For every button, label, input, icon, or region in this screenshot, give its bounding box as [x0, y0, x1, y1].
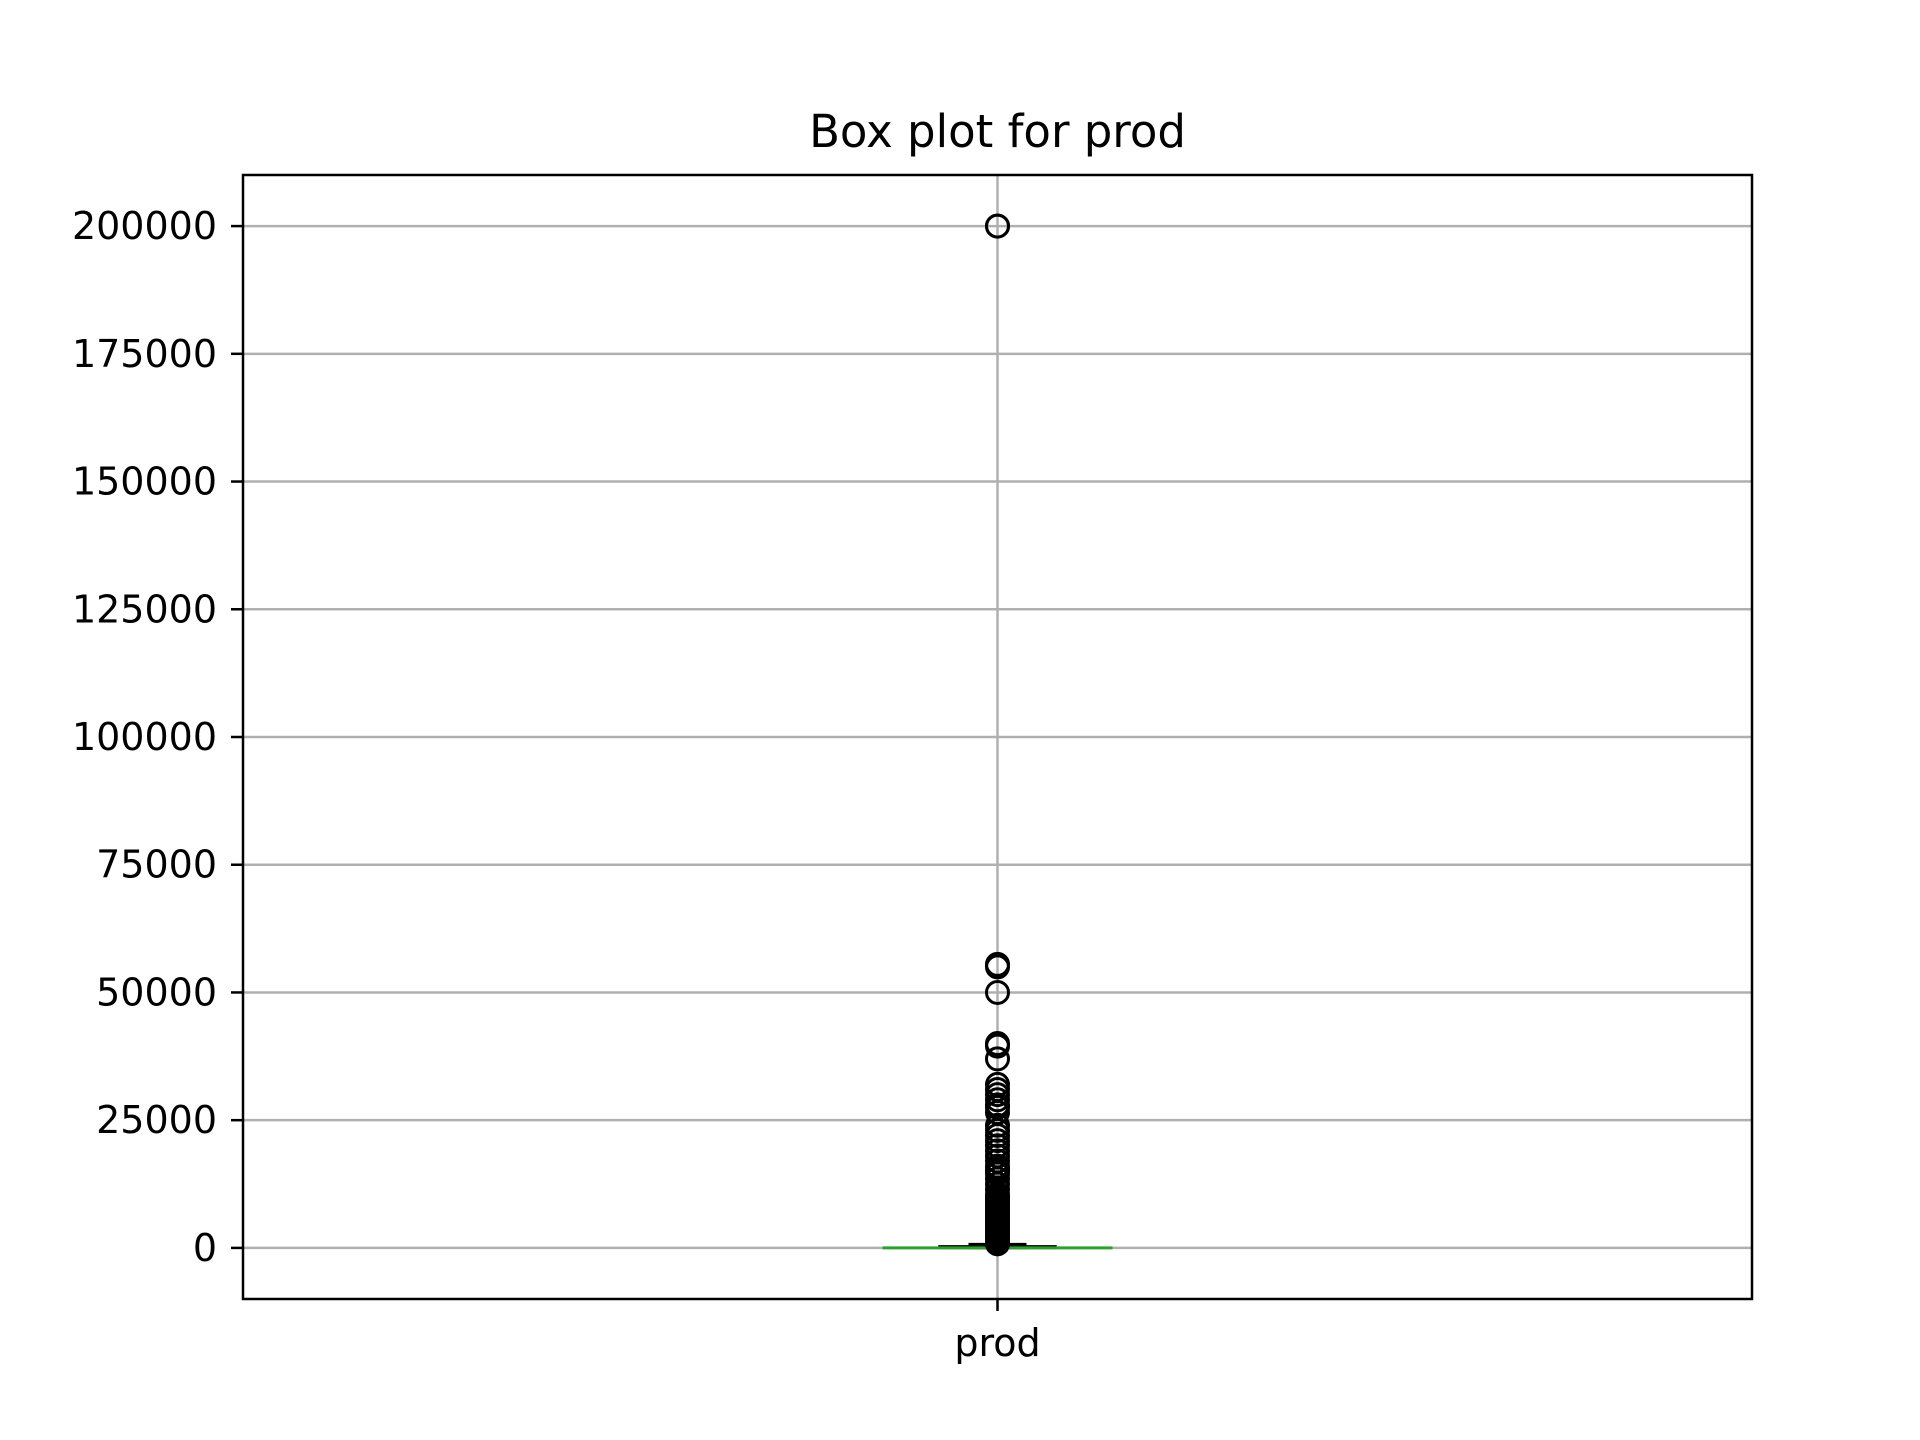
y-tick-label: 175000: [72, 332, 217, 376]
outlier-point: [985, 954, 1010, 980]
y-tick-label: 100000: [72, 715, 217, 759]
outlier-point: [985, 979, 1010, 1005]
y-tick-label: 25000: [96, 1098, 217, 1142]
y-tick-label: 0: [193, 1226, 217, 1270]
outlier-point: [985, 213, 1010, 239]
outlier-point: [985, 1046, 1010, 1072]
x-tick-label: prod: [954, 1321, 1040, 1365]
outlier-point: [985, 1033, 1010, 1059]
y-tick-label: 200000: [72, 204, 217, 248]
y-tick-label: 50000: [96, 970, 217, 1014]
y-tick-label: 75000: [96, 843, 217, 887]
outlier-point: [985, 1231, 1010, 1257]
chart-title: Box plot for prod: [809, 105, 1186, 158]
y-tick-label: 150000: [72, 460, 217, 504]
tick-layer: 0 25000 50000 75000 100000 125000 150000 175000…: [72, 204, 1041, 1365]
outlier-layer: [985, 213, 1010, 1257]
y-tick-label: 125000: [72, 587, 217, 631]
